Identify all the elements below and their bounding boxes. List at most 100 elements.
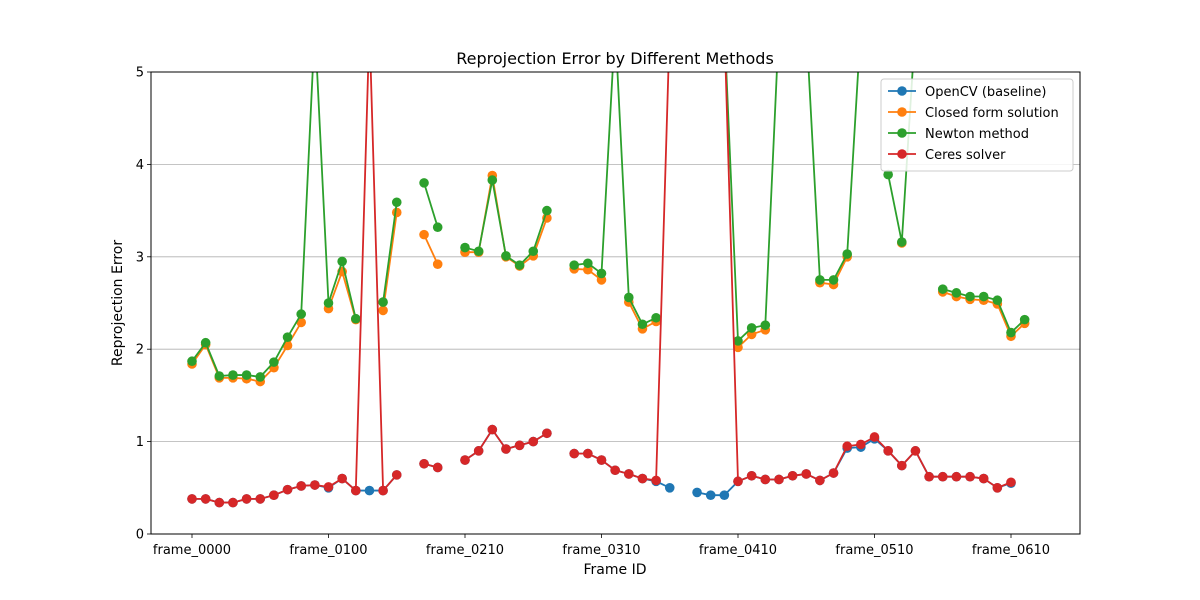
x-tick-label: frame_0410 — [699, 543, 777, 558]
data-point — [651, 312, 661, 323]
data-point — [937, 284, 948, 294]
data-point — [801, 469, 812, 479]
x-tick-label: frame_0610 — [972, 543, 1050, 558]
data-point — [924, 471, 934, 482]
data-point — [897, 237, 907, 247]
series-3 — [187, 72, 1016, 508]
chart-title: Reprojection Error by Different Methods — [456, 49, 774, 68]
data-point — [241, 370, 252, 380]
legend-marker — [897, 107, 907, 117]
data-point — [965, 471, 975, 482]
data-point — [1019, 314, 1030, 325]
legend-label: Ceres solver — [925, 148, 1006, 163]
data-point — [978, 291, 989, 302]
data-point — [364, 485, 375, 496]
data-point — [337, 473, 347, 484]
data-point — [419, 458, 429, 469]
data-point — [774, 474, 784, 485]
data-point — [487, 175, 498, 185]
series-line — [382, 202, 398, 303]
data-point — [269, 490, 279, 500]
data-point — [542, 205, 552, 216]
data-point — [391, 470, 402, 480]
data-point — [432, 222, 443, 233]
data-point — [432, 462, 443, 473]
legend-marker — [897, 128, 907, 138]
data-point — [419, 178, 429, 188]
series-2 — [187, 72, 1030, 382]
y-tick-label: 1 — [136, 435, 144, 450]
data-point — [501, 251, 511, 261]
data-point — [528, 246, 539, 257]
data-point — [842, 249, 852, 259]
series-line — [192, 72, 398, 504]
data-point — [269, 357, 279, 367]
data-point — [664, 483, 675, 493]
x-axis: frame_0000 frame_0100 frame_0210 frame_0310… — [153, 534, 1050, 558]
y-axis: 0 1 2 3 4 5 — [136, 66, 151, 543]
x-tick-label: frame_0100 — [289, 543, 367, 558]
data-point — [883, 169, 893, 180]
data-point — [897, 460, 907, 471]
data-point — [569, 260, 579, 270]
data-point — [883, 446, 893, 456]
data-point — [255, 494, 266, 504]
data-point — [460, 242, 470, 253]
data-point — [596, 455, 607, 465]
data-point — [391, 207, 402, 218]
data-point — [787, 470, 798, 481]
data-point — [951, 471, 962, 482]
data-point — [992, 483, 1003, 493]
y-tick-label: 5 — [136, 66, 144, 81]
plot-frame — [150, 71, 1081, 535]
data-point — [200, 337, 211, 348]
data-point — [432, 259, 443, 269]
data-point — [719, 490, 730, 500]
data-point — [624, 292, 634, 303]
data-point — [460, 455, 470, 465]
data-point — [815, 475, 825, 486]
data-point — [419, 229, 429, 240]
data-point — [965, 291, 975, 302]
data-point — [351, 485, 361, 496]
legend-label: Closed form solution — [925, 106, 1059, 121]
data-point — [528, 436, 539, 447]
data-point — [637, 319, 648, 330]
y-tick-label: 4 — [136, 158, 144, 173]
x-tick-label: frame_0210 — [426, 543, 504, 558]
data-point — [282, 332, 293, 342]
data-point — [937, 471, 948, 482]
legend-marker — [897, 86, 907, 96]
series-line — [382, 212, 398, 311]
data-point — [951, 288, 962, 298]
data-point — [514, 260, 525, 270]
x-tick-label: frame_0510 — [835, 543, 913, 558]
data-point — [828, 275, 839, 285]
data-point — [746, 470, 757, 481]
data-point — [337, 256, 347, 267]
y-grid — [151, 163, 1080, 443]
y-tick-label: 0 — [136, 528, 144, 543]
y-axis-label: Reprojection Error — [110, 240, 126, 366]
legend: OpenCV (baseline) Closed form solution New… — [880, 78, 1074, 172]
data-point — [282, 484, 293, 495]
data-point — [228, 370, 238, 380]
data-point — [200, 494, 211, 504]
data-point — [296, 481, 307, 491]
data-point — [978, 473, 989, 484]
x-tick-label: frame_0310 — [562, 543, 640, 558]
data-point — [705, 490, 716, 500]
data-point — [187, 494, 197, 504]
data-point — [241, 494, 252, 504]
data-point — [596, 268, 607, 279]
data-point — [1006, 327, 1016, 338]
x-axis-label: Frame ID — [584, 562, 647, 578]
series-line — [724, 72, 1012, 489]
data-point — [501, 444, 511, 454]
data-point — [856, 439, 866, 450]
data-point — [637, 473, 648, 484]
data-point — [514, 440, 525, 451]
data-point — [542, 428, 552, 439]
data-point — [992, 295, 1003, 306]
data-point — [624, 469, 634, 479]
